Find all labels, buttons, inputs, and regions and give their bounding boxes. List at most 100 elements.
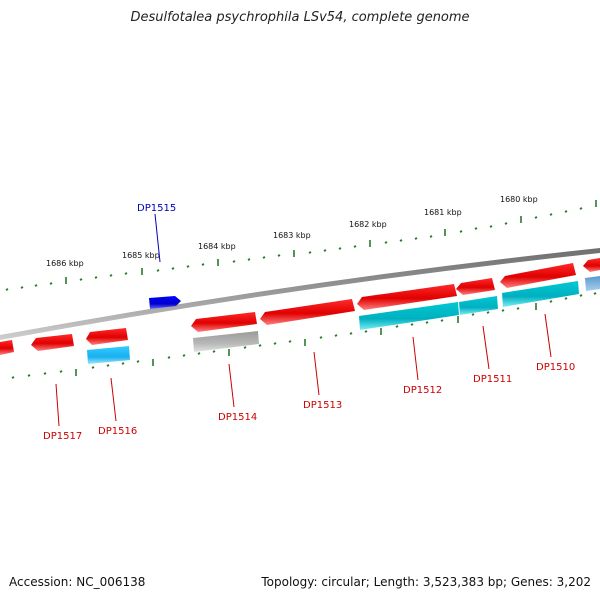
outer-scale-dot <box>323 249 327 252</box>
outer-scale-dot <box>49 282 53 285</box>
outer-scale-ticks <box>5 200 597 291</box>
outer-scale-dot <box>79 278 83 281</box>
outer-scale-dot <box>474 227 478 230</box>
map-title: Desulfotalea psychrophila LSv54, complet… <box>130 10 470 25</box>
gene-label-DP1511[interactable]: DP1511 <box>473 374 512 385</box>
inner-scale-dot <box>59 370 63 373</box>
inner-scale-dot <box>106 364 110 367</box>
inner-scale-dot <box>288 340 292 343</box>
outer-scale-dot <box>414 237 418 240</box>
outer-scale-dot <box>353 245 357 248</box>
scale-label-1685: 1685 kbp <box>122 251 160 260</box>
inner-scale-dot <box>593 292 597 295</box>
outer-scale-dot <box>338 247 342 250</box>
inner-scale-dot <box>91 366 95 369</box>
outer-scale-dot <box>459 230 463 233</box>
gene-DP1514-red[interactable] <box>191 312 257 332</box>
inner-scale-dot <box>549 300 553 303</box>
gene-DP1517[interactable] <box>31 334 74 351</box>
inner-scale-dot <box>212 350 216 353</box>
outer-scale-dot <box>262 256 266 259</box>
inner-scale-dot <box>440 319 444 322</box>
inner-scale-dot <box>258 344 262 347</box>
inner-scale-dot <box>27 374 31 377</box>
outer-scale-dot <box>489 225 493 228</box>
outer-scale-dot <box>232 260 236 263</box>
accession-text: Accession: NC_006138 <box>9 575 146 589</box>
gene-label-DP1510[interactable]: DP1510 <box>536 362 575 373</box>
outer-scale-dot <box>399 239 403 242</box>
inner-scale-dot <box>471 313 475 316</box>
inner-scale-dot <box>11 376 15 379</box>
genome-summary-text: Topology: circular; Length: 3,523,383 bp… <box>261 575 591 589</box>
inner-scale-dot <box>334 334 338 337</box>
inner-scale-dot <box>579 294 583 297</box>
inner-scale-dot <box>364 330 368 333</box>
gene-DP1513[interactable] <box>260 299 355 325</box>
gene-DP1512-cyan[interactable] <box>359 302 459 330</box>
outer-scale-dot <box>564 210 568 213</box>
inner-scale-dot <box>395 325 399 328</box>
outer-scale-dot <box>579 207 583 210</box>
inner-scale-dot <box>167 356 171 359</box>
outer-scale-dot <box>156 269 160 272</box>
inner-scale-dot <box>410 323 414 326</box>
gene-DP1509-partial[interactable] <box>583 258 600 272</box>
inner-scale-dot <box>243 346 247 349</box>
inner-scale-dot <box>486 311 490 314</box>
inner-scale-dot <box>425 321 429 324</box>
outer-scale-dot <box>504 222 508 225</box>
gene-DP1510-cyan[interactable] <box>502 281 579 307</box>
scale-label-1680: 1680 kbp <box>500 195 538 204</box>
outer-scale-dot <box>109 274 113 277</box>
gene-DP1511-cyan[interactable] <box>459 296 498 315</box>
gene-DP1514-grey[interactable] <box>193 331 259 352</box>
outer-scale-dot <box>308 251 312 254</box>
leader-line-DP1511 <box>482 325 490 370</box>
inner-scale-ticks <box>11 292 597 379</box>
gene-DP1512-red[interactable] <box>357 284 457 310</box>
inner-scale-dot <box>349 332 353 335</box>
scale-label-1686: 1686 kbp <box>46 259 84 268</box>
gene-DP1510-red[interactable] <box>500 263 576 288</box>
scale-label-1684: 1684 kbp <box>198 242 236 251</box>
gene-DP1509-steel-partial[interactable] <box>585 276 600 291</box>
outer-scale-dot <box>186 265 190 268</box>
inner-scale-dot <box>136 360 140 363</box>
leader-line-DP1512 <box>412 336 419 381</box>
outer-scale-dot <box>5 288 9 291</box>
gene-label-DP1513[interactable]: DP1513 <box>303 400 342 411</box>
outer-scale-dot <box>171 267 175 270</box>
gene-DP1511-red[interactable] <box>456 278 495 295</box>
inner-scale-dot <box>516 307 520 310</box>
gene-label-DP1516[interactable]: DP1516 <box>98 426 137 437</box>
gene-label-DP1512[interactable]: DP1512 <box>403 385 442 396</box>
inner-scale-dot <box>43 372 47 375</box>
genome-backbone <box>0 248 600 340</box>
leader-line-DP1510 <box>544 313 552 358</box>
outer-scale-dot <box>20 286 24 289</box>
outer-scale-dot <box>34 284 38 287</box>
inner-scale-dot <box>564 297 568 300</box>
inner-scale-dot <box>121 362 125 365</box>
gene-label-DP1517[interactable]: DP1517 <box>43 431 82 442</box>
inner-scale-dot <box>319 336 323 339</box>
inner-scale-dot <box>501 309 505 312</box>
leader-line-DP1517 <box>55 383 60 427</box>
outer-scale-dot <box>429 235 433 238</box>
gene-DP1516-cyan[interactable] <box>87 346 130 364</box>
inner-scale-dot <box>197 352 201 355</box>
outer-scale-dot <box>384 241 388 244</box>
gene-label-DP1515[interactable]: DP1515 <box>137 203 176 214</box>
outer-scale-dot <box>201 263 205 266</box>
gene-DP1516-red[interactable] <box>86 328 128 345</box>
gene-DP1518-partial[interactable] <box>0 340 14 355</box>
gene-label-DP1514[interactable]: DP1514 <box>218 412 257 423</box>
inner-scale-dot <box>273 342 277 345</box>
scale-label-1683: 1683 kbp <box>273 231 311 240</box>
gene-DP1515[interactable] <box>149 296 181 309</box>
outer-scale-dot <box>549 213 553 216</box>
outer-scale-dot <box>124 272 128 275</box>
scale-label-1681: 1681 kbp <box>424 208 462 217</box>
